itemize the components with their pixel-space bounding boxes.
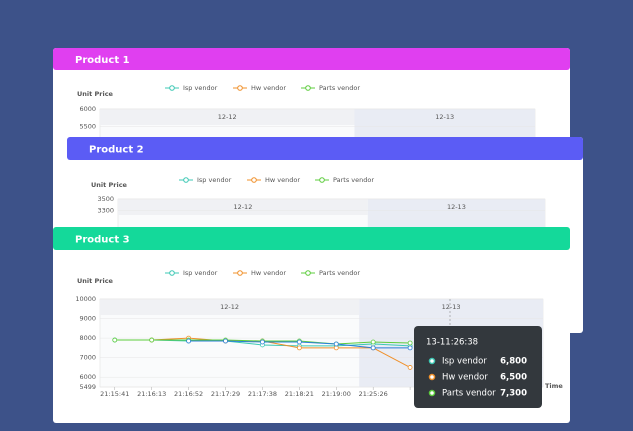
y-axis-label: Unit Price [91,181,128,189]
legend-marker [251,177,257,183]
x-axis-label: Time [545,382,563,390]
y-tick-label: 8000 [79,334,96,342]
legend-label: Hw vendor [251,269,286,277]
section-label: 12-12 [220,303,239,311]
x-tick-label: 21:17:38 [248,390,277,398]
card-header [67,137,583,160]
card-title: Product 3 [75,235,130,246]
y-tick-label: 6000 [79,105,96,113]
legend-marker [319,177,325,183]
card-title: Product 2 [89,145,144,156]
section-label: 12-13 [442,303,461,311]
legend-marker [183,177,189,183]
section-label: 12-12 [233,203,252,211]
series-line [151,337,411,368]
tooltip [414,326,542,408]
legend-marker [237,270,243,276]
section-band [100,109,355,125]
tooltip-value: 7,300 [500,389,527,399]
data-point [333,345,339,351]
legend-label: Parts vendor [333,176,374,184]
tooltip-value: 6,800 [500,357,527,367]
legend-marker [169,270,175,276]
y-axis-label: Unit Price [77,277,114,285]
section-band [118,199,368,215]
x-tick-label: 21:16:52 [174,390,203,398]
data-point [407,365,413,370]
tooltip-dot [428,373,436,381]
data-point [407,340,413,346]
data-point [370,345,376,351]
tooltip-dot [428,389,436,397]
y-tick-label: 6000 [79,373,96,381]
data-point [370,339,376,345]
legend-label: Isp vendor [197,176,232,184]
y-tick-label: 10000 [75,295,96,303]
y-tick-label: 3300 [97,207,114,215]
section-label: 12-13 [447,203,466,211]
tooltip-title: 13-11:26:38 [426,338,478,348]
x-tick-label: 21:19:00 [322,390,351,398]
tooltip-name: Hw vendor [442,373,488,383]
section-label: 12-12 [218,113,237,121]
card: Product 3 Unit Price Isp vendor Hw vendor Pa… [53,227,570,423]
legend-label: Hw vendor [251,84,286,92]
y-tick-label: 5499 [79,383,96,391]
x-tick-label: 21:16:13 [137,390,166,398]
card-title: Product 1 [75,55,130,66]
y-tick-label: 5500 [79,123,96,131]
legend-label: Hw vendor [265,176,300,184]
data-point [186,338,192,344]
data-point [296,345,302,351]
data-point [112,337,118,343]
data-point [296,339,302,345]
y-tick-label: 3500 [97,195,114,203]
y-tick-label: 7000 [79,354,96,362]
tooltip-name: Parts vendor [442,389,496,399]
legend-label: Isp vendor [183,269,218,277]
legend-label: Parts vendor [319,84,360,92]
x-tick-label: 21:15:41 [100,390,129,398]
legend-label: Parts vendor [319,269,360,277]
data-point [149,337,155,343]
x-tick-label: 21:25:26 [359,390,388,398]
x-tick-label: 21:17:29 [211,390,240,398]
card-header [53,227,570,250]
data-point [260,339,265,345]
tooltip-value: 6,500 [500,373,527,383]
section-label: 12-13 [435,113,454,121]
legend-label: Isp vendor [183,84,218,92]
legend-marker [305,85,311,91]
data-point [333,341,339,347]
y-tick-label: 9000 [79,315,96,323]
legend-marker [237,85,243,91]
tooltip-dot [428,357,436,365]
legend-marker [169,85,175,91]
legend-marker [305,270,311,276]
x-tick-label: 21:18:21 [285,390,314,398]
data-point [407,345,413,351]
data-point [223,338,228,344]
card-header [53,48,570,70]
tooltip-name: Isp vendor [442,357,487,367]
y-axis-label: Unit Price [77,90,114,98]
section-band [100,299,360,315]
